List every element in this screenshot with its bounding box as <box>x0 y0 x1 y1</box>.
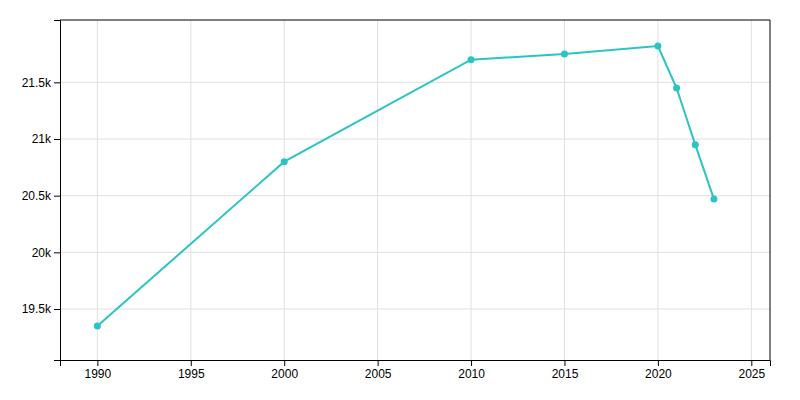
line <box>97 46 714 326</box>
x-tick-label: 1990 <box>85 367 112 381</box>
y-axis-line <box>54 21 61 361</box>
frame-top <box>60 20 770 21</box>
x-tick-label: 2000 <box>271 367 298 381</box>
grid-line-y <box>60 252 770 253</box>
y-tick-mark <box>54 82 60 83</box>
x-tick: 2025 <box>738 360 765 381</box>
y-tick: 21k <box>32 132 60 146</box>
y-tick-mark <box>54 309 60 310</box>
x-tick-label: 2010 <box>458 367 485 381</box>
y-tick: 20k <box>32 246 60 260</box>
x-tick-mark <box>751 360 752 366</box>
frame-right <box>770 20 771 360</box>
y-tick-mark <box>54 252 60 253</box>
x-tick-label: 1995 <box>178 367 205 381</box>
point <box>673 85 680 92</box>
point <box>281 158 288 165</box>
x-tick-mark <box>97 360 98 366</box>
x-tick-label: 2020 <box>645 367 672 381</box>
y-tick: 19.5k <box>22 302 60 316</box>
y-tick-mark <box>54 139 60 140</box>
point <box>468 56 475 63</box>
chart: 1990 1995 2000 2005 2010 2015 2020 2025 19.5k 20k… <box>0 0 800 400</box>
x-tick-mark <box>284 360 285 366</box>
x-axis: 1990 1995 2000 2005 2010 2015 2020 2025 <box>61 360 771 381</box>
y-tick-mark <box>54 196 60 197</box>
x-tick: 2005 <box>365 360 392 381</box>
y-tick-label: 19.5k <box>22 302 52 316</box>
grid-line-y <box>60 139 770 140</box>
y-tick-label: 20.5k <box>22 189 52 203</box>
x-tick-mark <box>471 360 472 366</box>
x-tick: 2000 <box>271 360 298 381</box>
y-axis: 19.5k 20k 20.5k 21k 21.5k <box>22 21 61 361</box>
y-tick: 20.5k <box>22 189 60 203</box>
x-axis-line <box>61 361 771 367</box>
x-tick: 1995 <box>178 360 205 381</box>
series <box>94 43 718 330</box>
x-tick-label: 2005 <box>365 367 392 381</box>
y-tick-label: 21.5k <box>22 76 52 90</box>
x-tick: 2010 <box>458 360 485 381</box>
grid <box>60 20 770 360</box>
point <box>710 196 717 203</box>
grid-line-y <box>60 309 770 310</box>
x-tick-mark <box>191 360 192 366</box>
point <box>692 141 699 148</box>
x-tick: 2015 <box>552 360 579 381</box>
x-tick-label: 2015 <box>552 367 579 381</box>
x-tick: 1990 <box>85 360 112 381</box>
grid-line-y <box>60 195 770 196</box>
y-tick-label: 20k <box>32 246 52 260</box>
x-tick-label: 2025 <box>738 367 765 381</box>
point <box>561 51 568 58</box>
point <box>94 323 101 330</box>
point <box>654 43 661 50</box>
x-tick-mark <box>564 360 565 366</box>
x-tick: 2020 <box>645 360 672 381</box>
plot-area: 1990 1995 2000 2005 2010 2015 2020 2025 19.5k 20k… <box>22 20 771 381</box>
x-tick-mark <box>658 360 659 366</box>
y-tick: 21.5k <box>22 76 60 90</box>
grid-line-y <box>60 82 770 83</box>
x-tick-mark <box>378 360 379 366</box>
y-tick-label: 21k <box>32 132 52 146</box>
